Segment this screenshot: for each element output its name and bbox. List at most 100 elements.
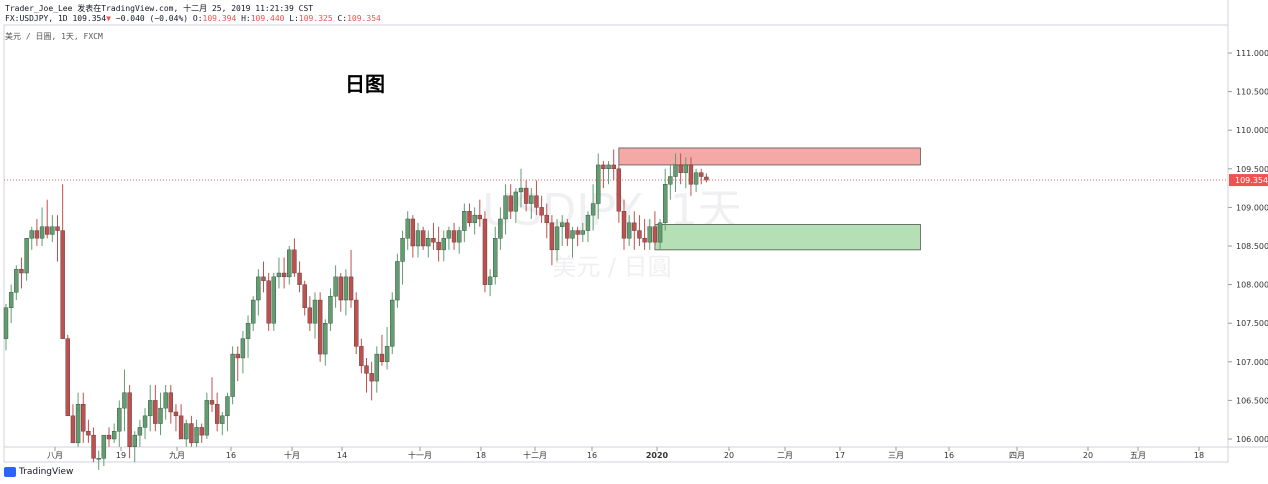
candle-up [101, 434, 107, 459]
candle-up [29, 230, 34, 239]
last-price-label: 109.354 [1235, 176, 1268, 185]
support-zone [654, 223, 921, 251]
candle-down [467, 211, 472, 224]
price-tick-label: 107.500 [1236, 319, 1268, 328]
candle-down [173, 411, 179, 417]
candle-down [482, 218, 488, 285]
price-tick-label: 109.000 [1236, 203, 1268, 212]
candle-down [601, 164, 606, 170]
candle-down [297, 272, 302, 285]
time-tick-label: 17 [835, 451, 845, 460]
candle-up [39, 226, 45, 239]
time-tick-label: 16 [587, 451, 597, 460]
close-value: 109.354 [347, 14, 381, 23]
chart-annotation: 日图 [345, 72, 385, 96]
candle-up [493, 238, 498, 278]
candle-up [312, 299, 318, 324]
change-value: −0.040 (−0.04%) [115, 14, 189, 23]
candle-up [343, 276, 349, 301]
low-label: L: [289, 14, 299, 23]
zones-layer [618, 147, 921, 251]
candle-down [364, 365, 369, 374]
candle-up [518, 187, 524, 193]
watermark-name: 美元 / 日圓 [552, 253, 671, 281]
candle-down [642, 238, 647, 243]
time-tick-label: 八月 [47, 451, 63, 460]
last-price-marker: 109.354 [4, 174, 1268, 187]
candle-down [436, 241, 441, 251]
candle-up [560, 222, 565, 227]
candle-up [395, 261, 400, 301]
candle-down [565, 222, 570, 239]
candle-down [281, 272, 287, 278]
price-axis[interactable]: 111.000 110.500 110.000 109.500 109.000 108.5… [1228, 49, 1268, 444]
candle-up [405, 218, 410, 239]
close-label: C: [337, 14, 348, 23]
candle-up [498, 218, 503, 239]
candle-up [225, 396, 230, 417]
last-price-tag [1229, 174, 1268, 187]
time-tick-label: 十二月 [523, 450, 547, 460]
candle-up [132, 434, 137, 447]
candle-down [307, 307, 313, 324]
candle-down [359, 346, 364, 366]
candle-up [647, 226, 652, 243]
candle-up [606, 164, 611, 170]
candle-down [235, 353, 240, 359]
price-tick-label: 106.500 [1236, 396, 1268, 405]
candle-down [91, 434, 96, 459]
candle-down [611, 164, 616, 170]
candle-up [245, 323, 251, 339]
candle-down [379, 353, 385, 362]
candle-up [570, 230, 575, 239]
price-tick-label: 106.000 [1236, 435, 1268, 444]
candle-down [549, 222, 555, 251]
candle-up [117, 407, 122, 432]
candle-down [45, 226, 50, 235]
tradingview-brand[interactable]: TradingView [4, 467, 73, 477]
candle-up [111, 431, 117, 440]
candle-up [240, 338, 246, 359]
time-tick-label: 16 [944, 451, 954, 460]
candle-up [457, 230, 462, 243]
candle-up [158, 407, 163, 424]
candle-up [250, 299, 256, 324]
candle-up [441, 238, 446, 251]
candle-up [400, 238, 405, 262]
plot-frame [3, 24, 1229, 463]
last-price-value: 109.354 [72, 14, 107, 23]
candle-down [523, 187, 529, 204]
time-tick-label: 20 [724, 451, 734, 460]
candle-up [693, 172, 699, 185]
candle-down [354, 299, 359, 347]
candle-up [75, 404, 81, 444]
time-tick-label: 九月 [169, 451, 185, 460]
time-tick-label: 三月 [888, 451, 904, 460]
candle-down [508, 195, 513, 212]
time-axis[interactable]: 八月 19 九月 16 十月 14 十一月 18 十二月 16 2020 20 二月 17 三月 16 四月 20… [47, 447, 1204, 460]
candle-down [60, 230, 65, 339]
time-tick-label: 十月 [284, 450, 300, 460]
candle-up [673, 164, 678, 177]
time-tick-label: 五月 [1130, 451, 1146, 460]
candle-down [431, 238, 436, 243]
candle-up [147, 400, 153, 417]
candle-up [472, 214, 477, 224]
candle-down [678, 164, 683, 173]
price-tick-label: 111.000 [1236, 49, 1268, 58]
candle-up [503, 195, 508, 220]
candle-down [621, 211, 627, 239]
candle-down [153, 400, 158, 424]
candle-up [323, 323, 328, 355]
candle-down [55, 226, 60, 231]
candle-up [462, 211, 467, 231]
candle-down [106, 434, 112, 440]
time-tick-label: 14 [337, 451, 347, 460]
candle-down [534, 195, 539, 208]
candle-up [3, 307, 9, 339]
time-tick-label: 2020 [646, 451, 669, 460]
publish-info: Trader_Joe_Lee 发表在TradingView.com, 十二月 2… [5, 4, 314, 13]
candle-up [626, 222, 632, 239]
candle-up [14, 268, 19, 293]
